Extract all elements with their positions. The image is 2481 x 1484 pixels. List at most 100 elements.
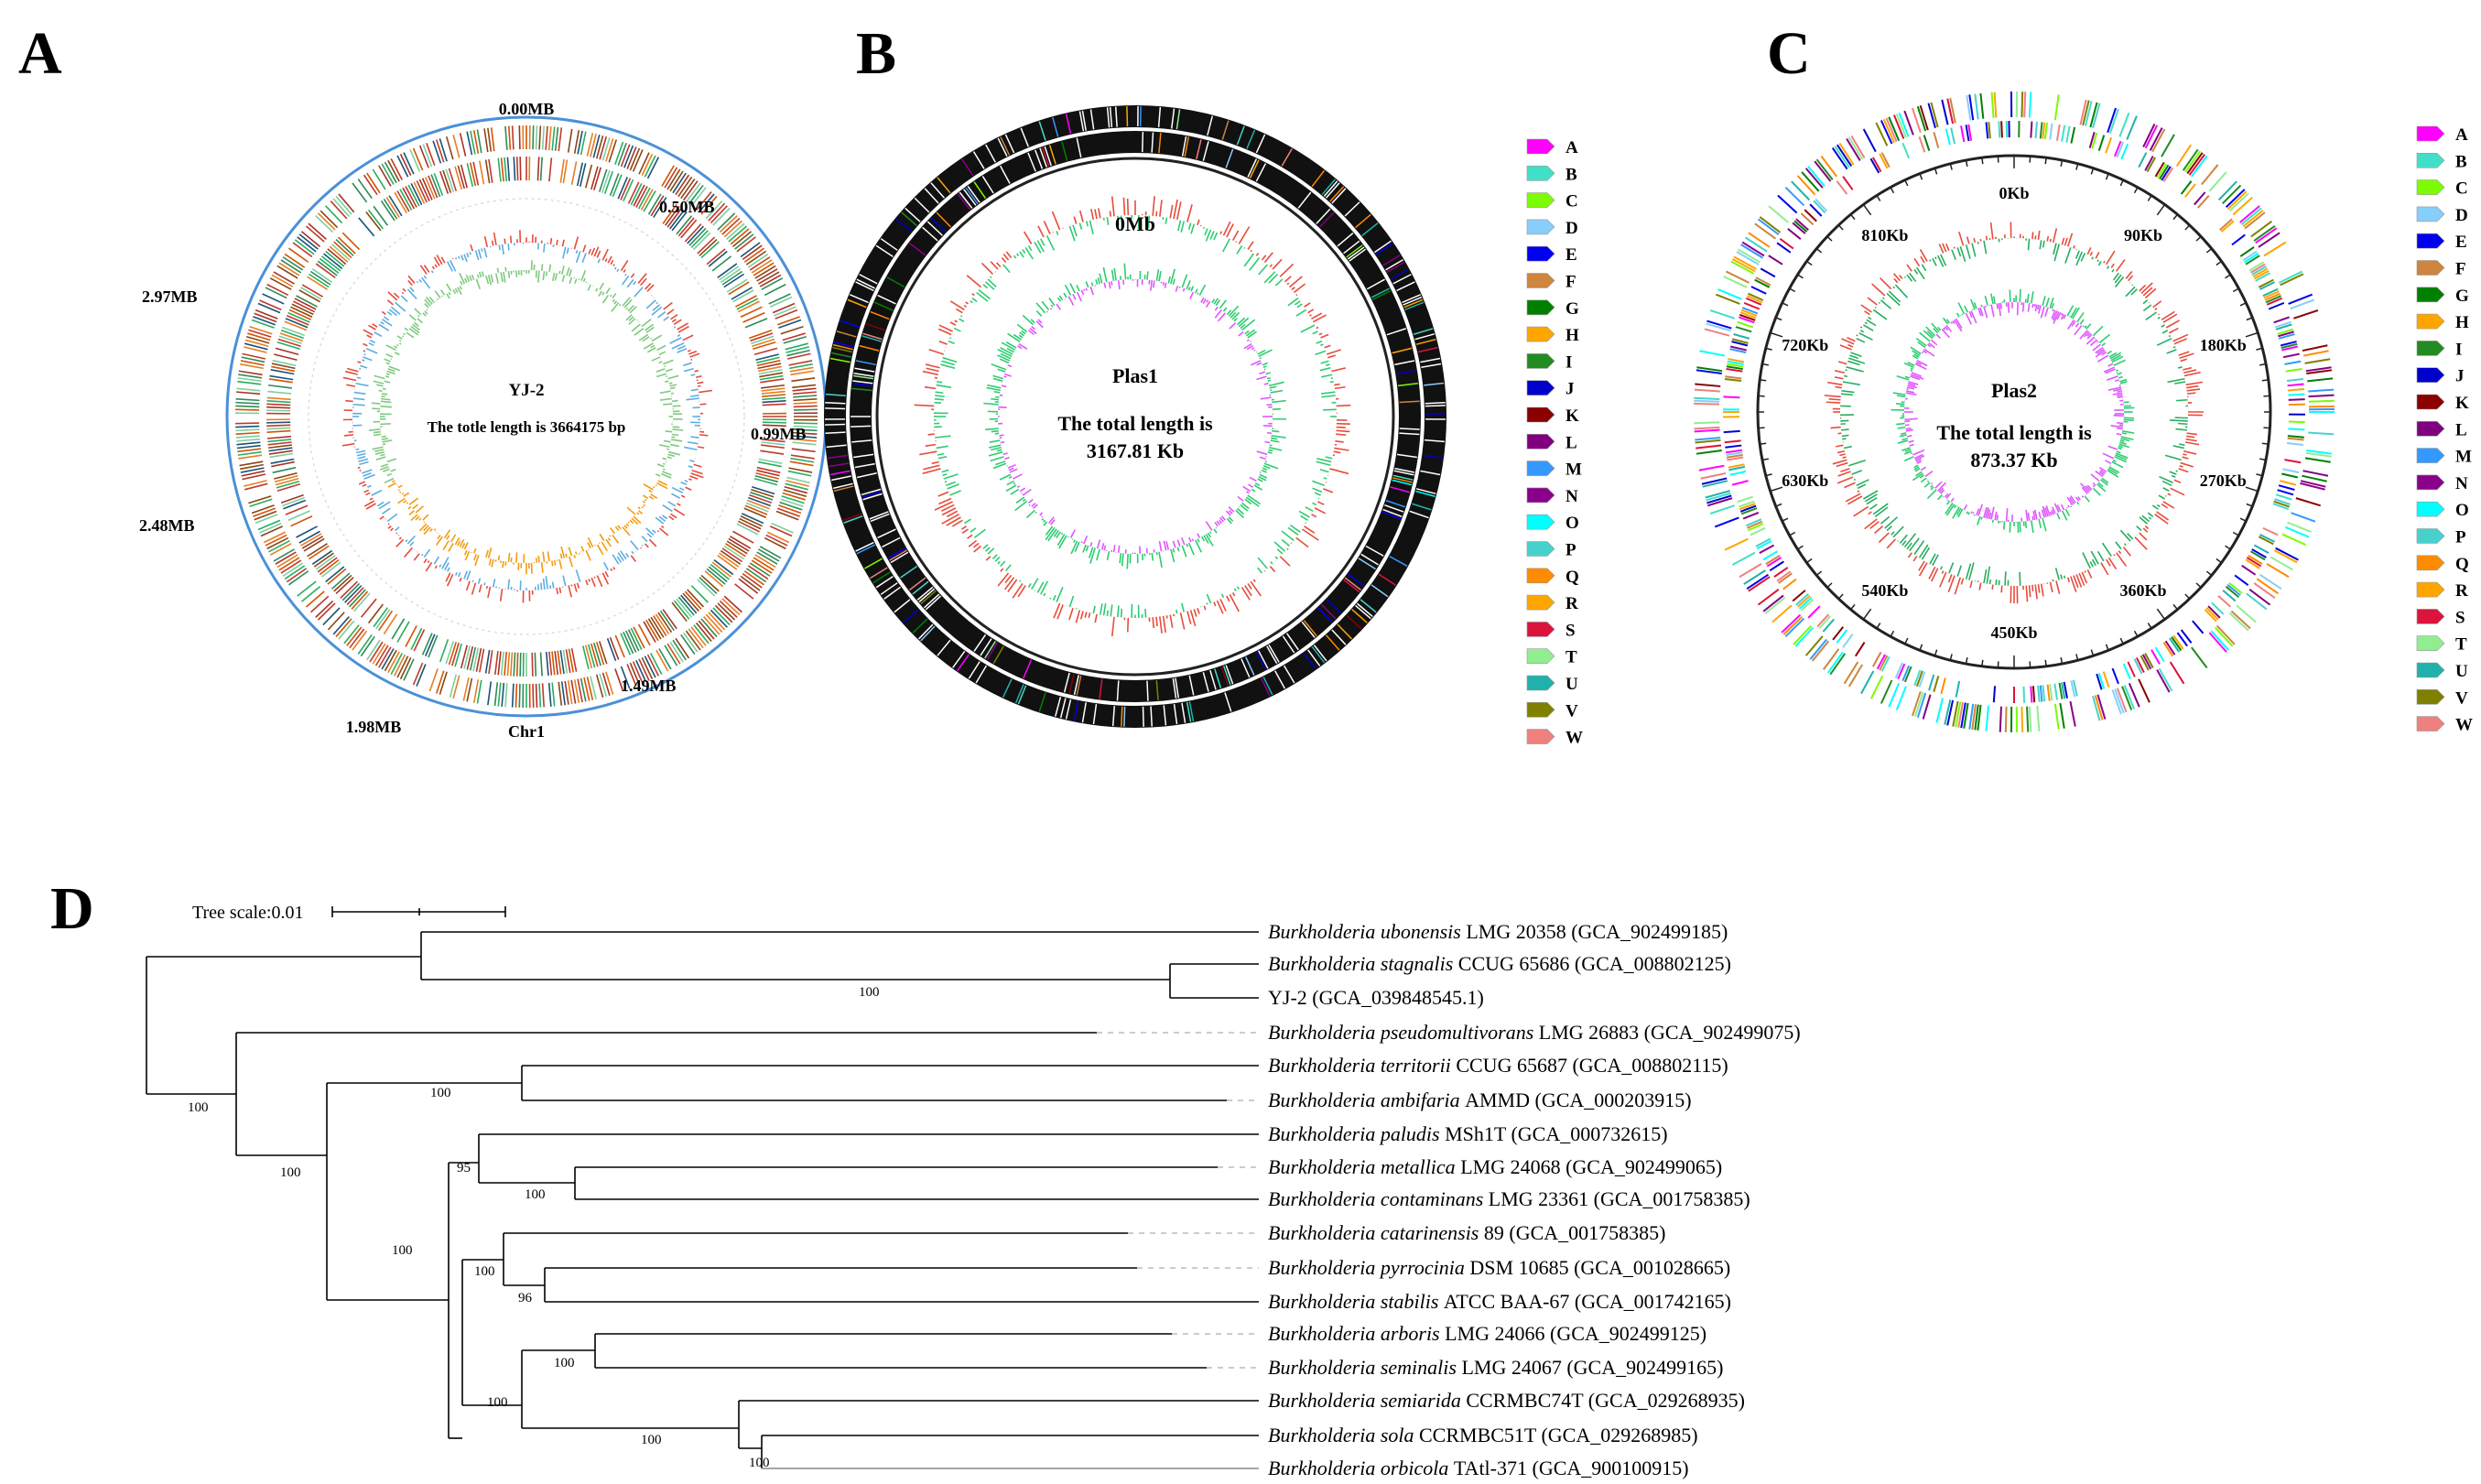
gene-mark [756, 268, 778, 282]
plasmid2-gc-mark [1932, 554, 1939, 567]
plasmid1-gc-mark [931, 460, 939, 465]
plasmid2-gene-mark [1955, 701, 1962, 728]
plasmid1-gc-mark [1286, 282, 1290, 286]
plasmid2-gene-mark [1694, 388, 1720, 393]
plasmid1-gc-mark [935, 435, 951, 439]
gene-mark [332, 198, 350, 217]
plasmid2-gc-mark [2171, 474, 2176, 478]
gene-mark [280, 559, 302, 574]
plasmid1-gc-mark [1169, 614, 1174, 628]
plasmid2-gc-mark [2110, 263, 2115, 268]
gene-mark [276, 483, 301, 492]
plasmid2-skew-mark [2042, 505, 2047, 517]
plasmid1-gene-mark [829, 470, 850, 476]
plasmid1-gene-mark [1081, 110, 1087, 131]
gc-skew-mark [385, 352, 394, 358]
gene-mark [424, 634, 436, 657]
plasmid1-gene-mark [1260, 677, 1271, 697]
plasmid2-scale-tick [1760, 442, 1767, 445]
gene-mark [421, 178, 433, 200]
taxon-label: Burkholderia pseudomultivorans LMG 26883… [1268, 1021, 1801, 1044]
gene-mark [708, 250, 728, 267]
gene-mark [721, 598, 741, 616]
plasmid2-skew-mark [1930, 484, 1934, 488]
gc-content-mark [433, 556, 440, 565]
gc-skew-mark [651, 334, 663, 342]
plasmid2-skew-mark [2067, 504, 2070, 508]
plasmid2-gene-mark [1746, 520, 1763, 529]
plasmid2-gene-mark [2140, 655, 2150, 671]
plasmid1-gene-mark [826, 444, 847, 449]
gc-content-mark [372, 323, 378, 328]
gene-mark [741, 513, 764, 525]
gene-mark [637, 623, 651, 646]
plasmid2-skew-mark [2118, 445, 2123, 449]
gc-content-mark [382, 319, 393, 327]
plasmid2-scale-tick [2060, 657, 2064, 665]
plasmid2-gene-mark [1755, 537, 1771, 547]
gene-mark [747, 565, 769, 580]
gc-content-mark [344, 370, 358, 375]
plasmid2-skew-mark [2115, 452, 2129, 459]
plasmid2-gene-mark [2039, 685, 2043, 702]
plasmid2-gene-mark [1985, 705, 1989, 731]
gene-mark [653, 197, 667, 218]
plasmid1-cds-track-outer [824, 105, 1446, 728]
plasmid1-skew-mark [1103, 282, 1107, 288]
legend-swatch [2416, 609, 2445, 624]
plasmid1-skew-mark [1258, 476, 1267, 482]
plasmid2-scale-tick [2044, 157, 2047, 165]
plasmid2-gene-mark [1800, 598, 1815, 612]
gene-mark [280, 329, 304, 340]
gene-mark [793, 408, 818, 411]
gene-mark [742, 311, 765, 323]
gc-skew-mark [381, 395, 385, 398]
gene-mark [761, 390, 785, 395]
gene-mark [237, 377, 262, 383]
plasmid1-skew-mark [1158, 271, 1162, 282]
plasmid1-gene-mark [1404, 301, 1425, 311]
gene-mark [754, 554, 776, 569]
plasmid1-gene-mark [914, 197, 930, 213]
gc-skew-mark [419, 523, 428, 532]
gc-skew-mark [619, 303, 622, 307]
plasmid1-gene-mark [1378, 573, 1396, 586]
gc-skew-mark [627, 521, 630, 524]
gc-content-mark [671, 341, 685, 350]
plasmid2-gc-mark [2089, 561, 2094, 568]
gc-skew-mark [642, 500, 645, 504]
plasmid2-gc-mark [1834, 376, 1844, 380]
plasmid1-gc-mark [1323, 408, 1337, 411]
plasmid1-gene-mark [918, 588, 936, 603]
plasmid1-gene-mark [1386, 328, 1407, 336]
gene-mark [358, 217, 375, 237]
plasmid2-gene-mark [2102, 671, 2110, 688]
plasmid2-gene-mark [2275, 323, 2292, 330]
gene-mark [627, 629, 640, 652]
plasmid2-gene-mark [2190, 646, 2208, 669]
plasmid2-gene-mark [2194, 191, 2206, 206]
plasmid2-skew-mark [1945, 324, 1953, 332]
plasmid2-gene-mark [1916, 692, 1927, 719]
plasmid2-skew-mark [1950, 497, 1955, 503]
gc-content-mark [688, 350, 698, 355]
gene-mark [466, 677, 473, 702]
plasmid1-gene-mark [825, 402, 846, 405]
plasmid2-gene-mark [2262, 287, 2279, 298]
plasmid2-gene-mark [2273, 316, 2291, 324]
plasmid1-gc-mark [1106, 217, 1110, 225]
plasmid1-skew-mark [1004, 373, 1012, 377]
gc-skew-mark [671, 433, 679, 437]
gc-content-mark [357, 361, 362, 364]
plasmid2-gene-mark [1913, 691, 1924, 718]
gene-mark [700, 574, 720, 592]
gc-content-mark [380, 320, 385, 325]
plasmid2-gene-mark [1754, 222, 1777, 240]
plasmid2-gene-mark [2138, 152, 2148, 168]
plasmid1-gene-mark [1385, 500, 1406, 508]
gc-content-mark [363, 350, 366, 352]
plasmid2-gene-mark [2123, 685, 2136, 710]
plasmid1-skew-mark [1008, 476, 1013, 479]
gene-mark [315, 555, 336, 570]
gc-skew-mark [651, 356, 661, 362]
